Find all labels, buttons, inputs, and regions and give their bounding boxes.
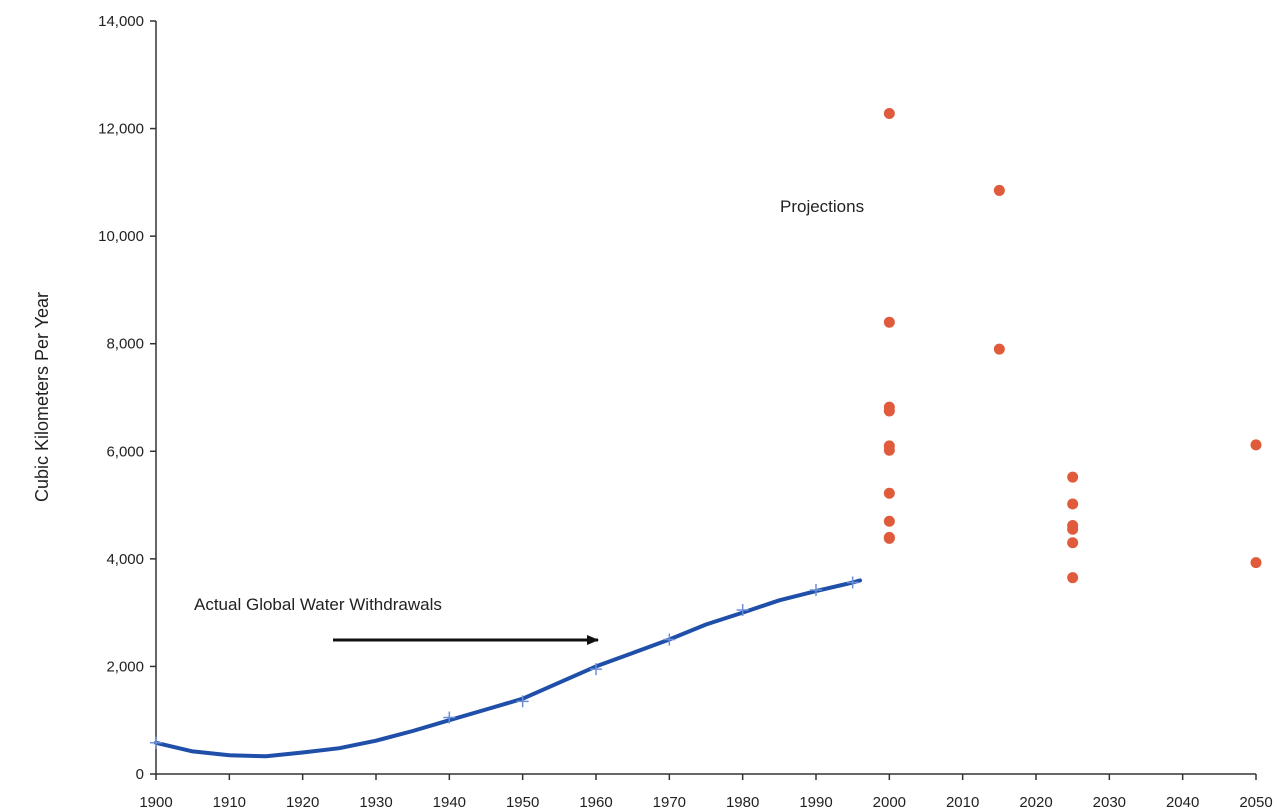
projection-point	[883, 108, 895, 120]
projection-point	[883, 405, 895, 417]
actual-point-marker	[736, 603, 749, 616]
projection-point	[883, 515, 895, 527]
x-tick-label: 1930	[359, 794, 392, 811]
x-tick-label: 2050	[1239, 794, 1272, 811]
projection-point	[883, 532, 895, 544]
projection-point	[1067, 498, 1079, 510]
projection-point	[1067, 537, 1079, 549]
actual-point-marker	[846, 576, 859, 589]
projection-point	[1250, 557, 1262, 569]
actual-point-marker	[663, 633, 676, 646]
x-tick-label: 1900	[139, 794, 172, 811]
y-tick-label: 2,000	[106, 658, 144, 675]
x-tick-label: 2030	[1093, 794, 1126, 811]
y-tick-label: 14,000	[98, 13, 144, 30]
x-tick-label: 1910	[213, 794, 246, 811]
projections-annotation: Projections	[780, 197, 864, 216]
projection-point	[993, 184, 1005, 196]
x-tick-label: 1950	[506, 794, 539, 811]
x-tick-label: 1940	[433, 794, 466, 811]
y-tick-label: 4,000	[106, 551, 144, 568]
y-tick-label: 6,000	[106, 443, 144, 460]
projection-point	[993, 343, 1005, 355]
y-tick-label: 10,000	[98, 228, 144, 245]
x-tick-label: 1970	[653, 794, 686, 811]
projection-point	[1067, 572, 1079, 584]
x-tick-label: 2010	[946, 794, 979, 811]
x-tick-label: 2000	[873, 794, 906, 811]
x-tick-label: 2040	[1166, 794, 1199, 811]
projection-point	[1067, 471, 1079, 483]
x-tick-label: 1960	[579, 794, 612, 811]
y-tick-label: 12,000	[98, 121, 144, 138]
actual-point-marker	[810, 584, 822, 597]
actual-point-marker	[443, 711, 456, 724]
x-tick-label: 1990	[799, 794, 832, 811]
projection-point	[883, 444, 895, 456]
actual-point-marker	[516, 695, 529, 708]
axes: 0 2,000 4,000 6,000 8,000 10,000 12,000 14,000 1…	[98, 13, 1273, 811]
actual-point-marker	[150, 736, 162, 749]
x-tick-label: 1920	[286, 794, 319, 811]
series-layer	[150, 108, 1262, 759]
actual-point-marker	[590, 663, 602, 676]
projection-point	[883, 316, 895, 328]
x-tick-label: 1980	[726, 794, 759, 811]
y-axis-title: Cubic Kilometers Per Year	[32, 292, 52, 502]
y-tick-label: 0	[136, 766, 144, 783]
projection-point	[1250, 439, 1262, 451]
projection-point	[883, 487, 895, 499]
actual-annotation: Actual Global Water Withdrawals	[194, 595, 442, 614]
y-tick-label: 8,000	[106, 336, 144, 353]
x-tick-label: 2020	[1019, 794, 1052, 811]
projection-point	[1067, 523, 1079, 535]
